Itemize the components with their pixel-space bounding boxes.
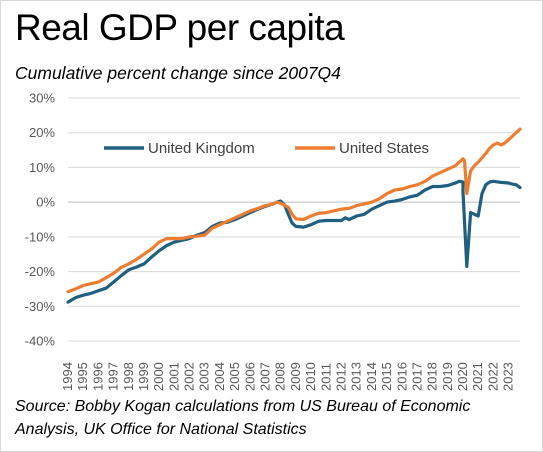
y-tick-label: -40% — [25, 334, 56, 349]
series-line-0 — [66, 179, 522, 304]
x-tick-label: 2006 — [242, 362, 257, 391]
y-tick-label: -10% — [25, 229, 56, 244]
x-tick-label: 1999 — [136, 362, 151, 391]
gridlines — [68, 97, 520, 342]
y-tick-label: 20% — [29, 125, 55, 140]
series-lines — [66, 127, 522, 304]
x-tick-label: 2009 — [288, 362, 303, 391]
x-tick-label: 2007 — [258, 362, 273, 391]
x-tick-label: 2017 — [409, 362, 424, 391]
x-tick-label: 2002 — [182, 362, 197, 391]
x-tick-label: 2023 — [501, 362, 516, 391]
x-tick-label: 2011 — [318, 363, 333, 391]
x-tick-label: 2008 — [273, 362, 288, 391]
y-tick-label: 10% — [29, 160, 55, 175]
legend: United Kingdom United States — [104, 140, 429, 157]
x-tick-label: 1996 — [90, 362, 105, 391]
y-tick-label: -20% — [25, 264, 56, 279]
x-tick-label: 1998 — [121, 362, 136, 391]
x-tick-label: 2022 — [485, 362, 500, 391]
x-tick-label: 2005 — [227, 362, 242, 391]
x-tick-label: 1997 — [106, 362, 121, 391]
x-tick-label: 2020 — [455, 362, 470, 391]
x-tick-label: 2001 — [166, 362, 181, 391]
x-tick-label: 2019 — [440, 362, 455, 391]
legend-label: United States — [339, 140, 429, 157]
x-tick-label: 2012 — [333, 362, 348, 391]
x-tick-label: 1995 — [75, 362, 90, 391]
x-tick-label: 2018 — [425, 362, 440, 391]
series-line-1 — [66, 127, 522, 294]
x-tick-label: 2013 — [349, 362, 364, 391]
x-axis-tick-labels: 1994 1995 1996 1997 1998 1999 2000 2001 2002 2003… — [60, 362, 516, 391]
y-axis-tick-labels: 30% 20% 10% 0% -10% -20% -30% -40% — [25, 91, 56, 349]
y-tick-label: 0% — [36, 195, 55, 210]
x-tick-label: 2004 — [212, 362, 227, 391]
x-tick-label: 2015 — [379, 362, 394, 391]
x-tick-label: 2003 — [197, 362, 212, 391]
x-tick-label: 2021 — [470, 362, 485, 391]
y-tick-label: 30% — [29, 91, 55, 106]
legend-label: United Kingdom — [148, 140, 255, 157]
x-tick-label: 1994 — [60, 362, 75, 391]
x-tick-label: 2016 — [394, 362, 409, 391]
y-tick-label: -30% — [25, 299, 56, 314]
chart-title: Real GDP per capita — [15, 7, 345, 48]
x-tick-label: 2000 — [151, 362, 166, 391]
x-tick-label: 2010 — [303, 362, 318, 391]
source-note: Source: Bobby Kogan calculations from US… — [15, 398, 471, 438]
x-tick-label: 2014 — [364, 362, 379, 391]
chart-subtitle: Cumulative percent change since 2007Q4 — [15, 63, 341, 83]
